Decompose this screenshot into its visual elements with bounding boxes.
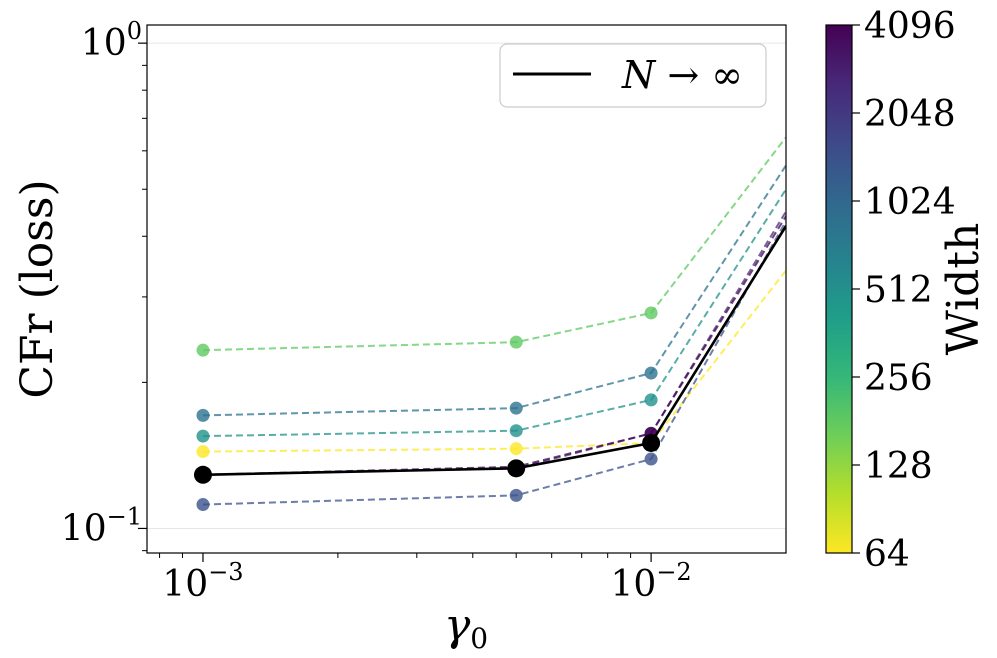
- colorbar: [825, 24, 853, 554]
- colorbar-tick-label: 512: [864, 270, 933, 311]
- x-tick-label-base: 10: [162, 564, 208, 605]
- limit-series-point: [193, 465, 212, 484]
- series-point-width-64: [196, 445, 210, 459]
- legend-label-n: N: [621, 53, 657, 97]
- colorbar-label: Width: [938, 223, 989, 356]
- series-line-width-256: [202, 188, 786, 438]
- colorbar-tick-label: 64: [864, 534, 910, 575]
- series-point-width-1024: [196, 498, 210, 512]
- minor-ticks: [142, 64, 632, 558]
- colorbar-tick-label: 256: [864, 358, 933, 399]
- series-point-width-256: [644, 393, 658, 407]
- y-tick-label: 10−1: [61, 502, 142, 549]
- legend-label-rest: → ∞: [655, 53, 743, 97]
- limit-series-point: [642, 433, 661, 452]
- series-layer: [193, 136, 786, 512]
- series-point-width-128: [644, 306, 658, 320]
- series-point-width-512: [509, 401, 523, 415]
- y-tick-label-exp: 0: [127, 17, 142, 45]
- x-axis-label: γ0: [444, 600, 488, 655]
- series-line-width-4096: [202, 215, 786, 476]
- series-point-width-256: [196, 429, 210, 443]
- colorbar-tick-label: 128: [864, 446, 933, 487]
- x-tick-label: 10−2: [611, 558, 692, 605]
- grid: [147, 42, 786, 529]
- y-tick-label-base: 10: [61, 508, 107, 549]
- series-line-width-128: [202, 136, 786, 352]
- series-line-width-512: [202, 164, 786, 417]
- limit-series-point: [507, 459, 526, 478]
- colorbar-ticks: 64 128 256 512 1024 2048 4096: [852, 6, 956, 575]
- colorbar-tick-label: 2048: [864, 94, 956, 135]
- series-point-width-256: [509, 424, 523, 438]
- legend-box: [499, 43, 767, 108]
- legend: N → ∞: [499, 43, 767, 108]
- colorbar-tick-label: 1024: [864, 182, 956, 223]
- y-tick-label-exp: −1: [107, 502, 142, 530]
- x-tick-label-exp: −2: [656, 558, 691, 586]
- series-line-width-1024: [202, 220, 786, 506]
- series-point-width-128: [196, 343, 210, 357]
- series-point-width-1024: [644, 452, 658, 466]
- x-axis-label-base: γ: [444, 600, 471, 651]
- series-point-width-512: [196, 408, 210, 422]
- series-point-width-1024: [509, 488, 523, 502]
- limit-series-line: [202, 225, 786, 477]
- x-tick-label-exp: −3: [208, 558, 243, 586]
- legend-label: N → ∞: [621, 53, 743, 97]
- series-line-width-64: [202, 269, 786, 453]
- x-tick-label: 10−3: [162, 558, 243, 605]
- y-axis-label: CFr (loss): [12, 179, 63, 398]
- x-tick-label-base: 10: [611, 564, 657, 605]
- series-point-width-512: [644, 366, 658, 380]
- plot-frame: [146, 24, 787, 554]
- y-tick-label-base: 10: [81, 23, 127, 64]
- colorbar-tick-label: 4096: [864, 6, 956, 47]
- series-point-width-64: [509, 442, 523, 456]
- x-axis-label-sub: 0: [470, 622, 488, 655]
- series-point-width-128: [509, 335, 523, 349]
- y-tick-label: 100: [81, 17, 142, 64]
